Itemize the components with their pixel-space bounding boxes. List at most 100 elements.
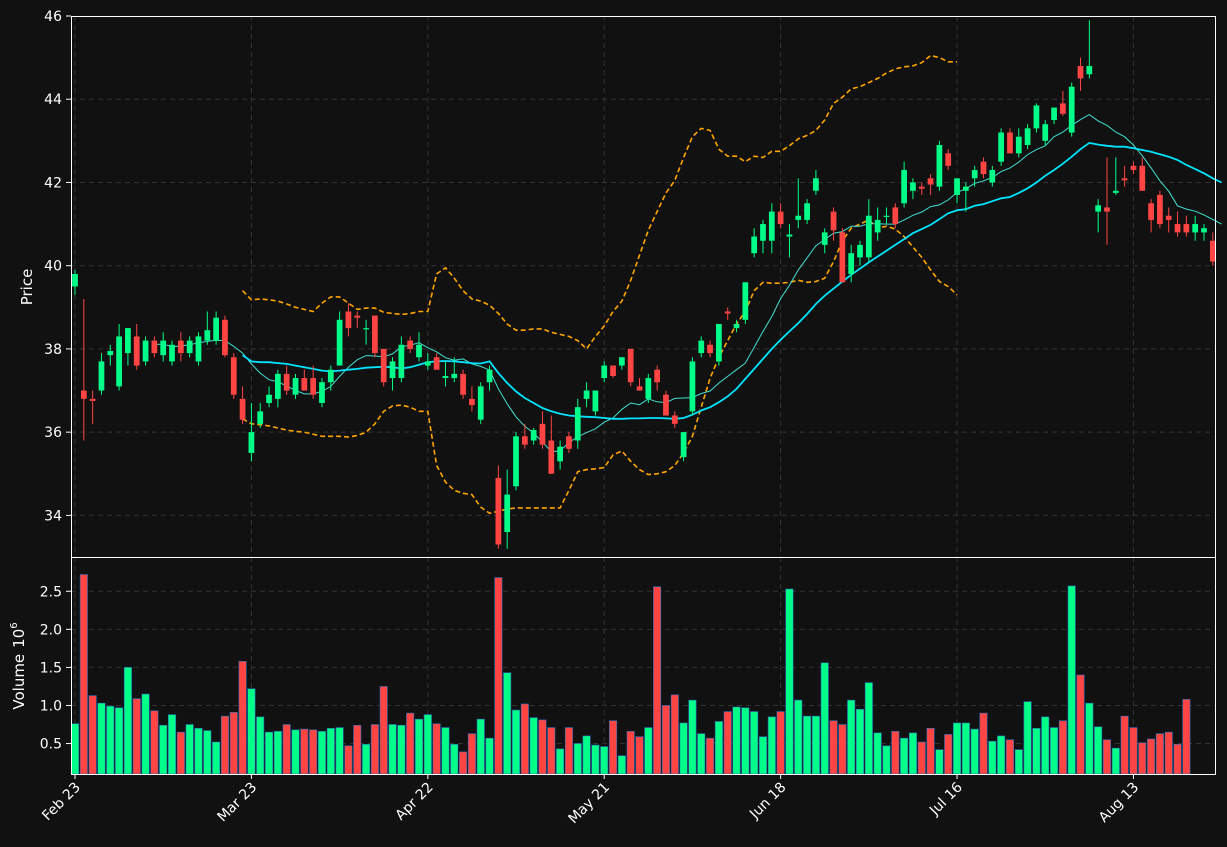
volume-bar	[714, 721, 723, 775]
volume-bar	[856, 708, 865, 775]
volume-bar	[591, 744, 600, 775]
candle-body	[671, 415, 678, 424]
candle-body	[980, 161, 987, 175]
candle-body	[248, 432, 255, 453]
candlesticks	[72, 20, 1216, 549]
volume-bar	[670, 694, 679, 775]
volume-bar	[970, 728, 979, 775]
candle-body	[424, 361, 431, 366]
volume-bar	[653, 586, 662, 775]
volume-tick-label: 2.0	[40, 622, 62, 638]
volume-bar	[1085, 702, 1094, 775]
volume-bar	[926, 728, 935, 775]
volume-bar	[626, 731, 635, 775]
candle-body	[857, 244, 863, 258]
candle-body	[724, 311, 731, 314]
bollinger-upper-line	[242, 54, 957, 351]
candle-body	[548, 440, 555, 474]
candle-body	[469, 398, 475, 406]
candle-body	[1201, 228, 1207, 233]
volume-bar	[953, 722, 962, 775]
candle-body	[645, 378, 652, 399]
volume-bar	[776, 711, 785, 775]
volume-bar	[600, 746, 609, 775]
candle-body	[804, 203, 810, 220]
candle-body	[998, 132, 1005, 162]
candle-body	[133, 336, 140, 366]
candle-body	[716, 323, 722, 362]
candle-body	[1104, 207, 1110, 212]
volume-bar	[159, 724, 168, 775]
candle-body	[239, 398, 246, 420]
volume-bar	[803, 715, 812, 775]
volume-bar	[1155, 733, 1164, 775]
volume-bar	[326, 728, 335, 775]
volume-bar	[864, 682, 873, 775]
candle-body	[592, 390, 599, 412]
volume-bar	[1076, 674, 1085, 775]
candle-body	[742, 282, 749, 320]
volume-bar	[1147, 738, 1156, 775]
volume-bar	[635, 736, 644, 775]
candle-body	[1024, 128, 1031, 146]
candle-body	[936, 145, 943, 187]
volume-bar	[917, 741, 926, 775]
volume-bar	[406, 712, 415, 775]
candle-body	[1086, 65, 1093, 75]
candle-body	[451, 373, 458, 379]
volume-bar	[1023, 701, 1032, 775]
moving-averages	[154, 114, 1222, 453]
candle-body	[795, 215, 802, 220]
volume-bar	[441, 727, 450, 775]
candle-body	[310, 378, 317, 395]
volume-bar	[997, 735, 1006, 775]
volume-bar	[811, 715, 820, 775]
candle-body	[513, 436, 519, 487]
volume-bar	[1041, 716, 1050, 775]
bollinger-bands	[242, 54, 958, 515]
candle-body	[1157, 194, 1163, 225]
candle-body	[539, 423, 546, 445]
volume-bar	[494, 577, 503, 775]
volume-bar	[282, 724, 291, 775]
candle-body	[874, 219, 881, 233]
volume-bar	[450, 744, 459, 775]
price-grid	[71, 16, 1215, 557]
candle-body	[107, 351, 114, 356]
volume-bar	[741, 707, 750, 775]
volume-bar	[176, 731, 185, 775]
volume-bar	[988, 740, 997, 775]
volume-tick-label: 1.0	[40, 698, 62, 714]
candle-body	[433, 357, 440, 370]
volume-bar	[185, 724, 194, 775]
candle-body	[327, 369, 334, 383]
candle-body	[989, 169, 996, 183]
volume-axis-ticks: 0.5 1.0 1.5 2.0 2.5	[40, 584, 71, 753]
volume-bar	[132, 698, 141, 775]
volume-bar	[432, 723, 441, 775]
volume-panel-frame	[71, 557, 1216, 775]
candle-body	[1077, 65, 1084, 79]
candle-body	[751, 236, 758, 254]
candle-body	[372, 315, 378, 354]
candle-body	[707, 344, 713, 354]
candle-body	[336, 319, 343, 366]
candle-body	[557, 446, 563, 462]
candle-body	[213, 317, 219, 341]
volume-bar	[573, 743, 582, 775]
candle-body	[363, 328, 369, 330]
candle-body	[601, 365, 608, 379]
volume-bar	[344, 745, 353, 775]
candle-body	[257, 411, 264, 424]
candle-body	[222, 319, 228, 356]
candle-body	[574, 407, 581, 441]
volume-bar	[273, 731, 282, 775]
candle-body	[1112, 190, 1119, 193]
candle-body	[486, 369, 493, 383]
candle-body	[477, 386, 484, 420]
candle-body	[301, 378, 308, 391]
candle-body	[689, 361, 696, 412]
candle-body	[786, 234, 793, 237]
volume-bar	[529, 717, 538, 775]
